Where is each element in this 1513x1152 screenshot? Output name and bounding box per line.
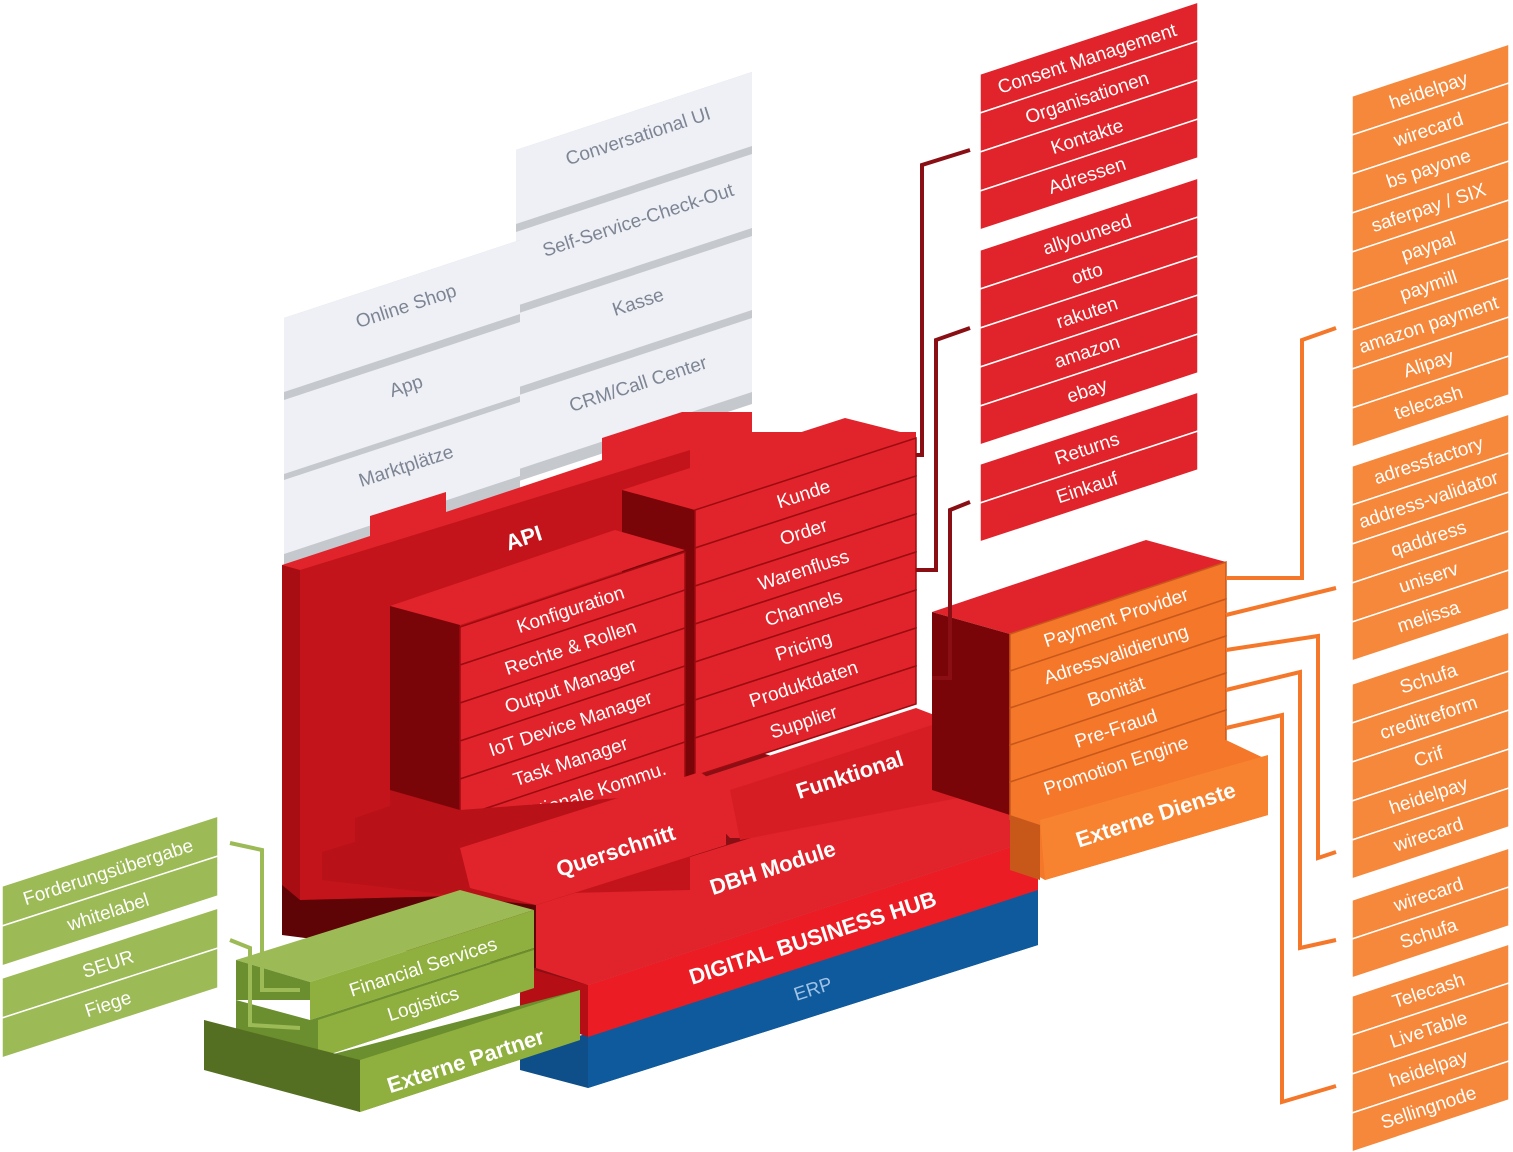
funktional-item-row: Supplier — [694, 664, 917, 778]
red-list-item-row: ebay — [979, 332, 1199, 447]
orange-list-item-row: wirecard — [1351, 846, 1510, 941]
connector-lines — [229, 148, 1337, 1105]
orange-list-item-row: Schufa — [1351, 885, 1510, 980]
red-list-item-row: rakuten — [979, 254, 1199, 369]
channel-tile: Kasse — [516, 236, 752, 400]
orange-list-item-row: heidelpay — [1351, 747, 1510, 842]
channel-tile: CRM/Call Center — [516, 318, 752, 482]
channel-tile: App — [284, 322, 520, 486]
channel-tile: Self-Service-Check-Out — [516, 154, 752, 318]
funktional-item-row: Order — [694, 474, 917, 588]
orange-list-item-row: Alipay — [1351, 315, 1510, 410]
funktional-item-row: Kunde — [694, 436, 917, 550]
red-service-lists: Consent ManagementOrganisationenKontakte… — [979, 0, 1199, 544]
orange-list-item-row: Telecash — [1351, 942, 1510, 1037]
orange-list-item-row: Schufa — [1351, 630, 1510, 725]
externe-partner-stack: Financial Services Logistics Externe Par… — [204, 890, 580, 1112]
orange-list-item-row: paymill — [1351, 237, 1510, 332]
channel-tile: Online Shop — [284, 240, 520, 404]
green-list-item-row: Fiege — [1, 946, 219, 1060]
channel-tiles: Conversational UI Self-Service-Check-Out… — [284, 72, 752, 566]
